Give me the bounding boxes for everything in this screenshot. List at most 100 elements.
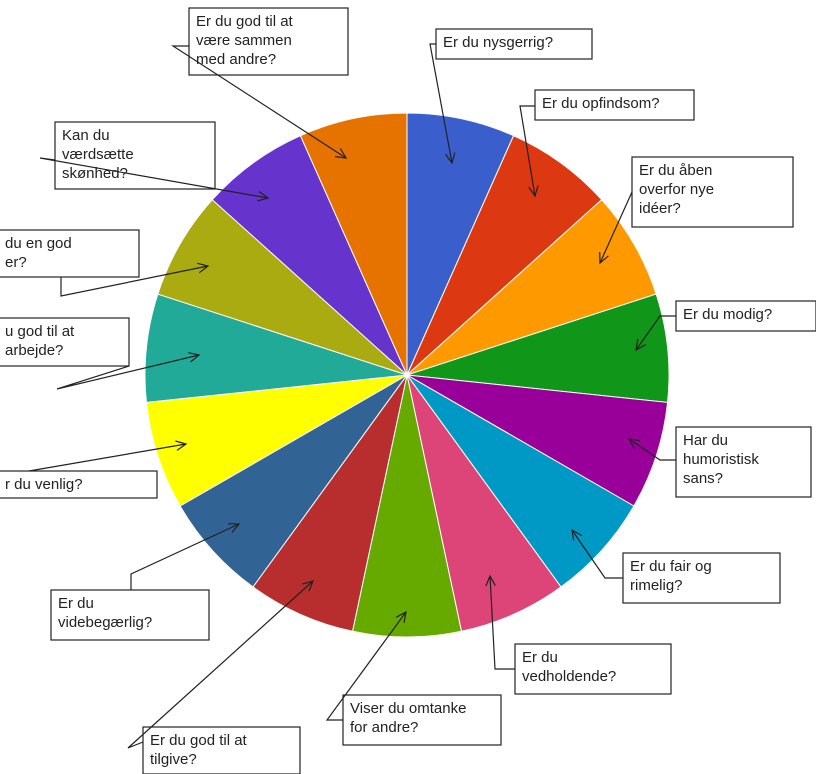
arrowhead-icon (302, 580, 315, 592)
pie-slice-4 (406, 293, 670, 403)
arrowhead-icon (197, 262, 210, 274)
callout-label: Har du (683, 432, 728, 449)
leader-line (127, 580, 314, 749)
leader-line (489, 575, 515, 670)
callout-box (631, 156, 794, 228)
callout-label: Er du åben (639, 162, 712, 179)
leader-line (28, 443, 187, 472)
pie-slice-6 (406, 374, 635, 588)
arrowhead-icon (635, 339, 646, 352)
leader-line (39, 157, 269, 199)
arrowhead-icon (445, 152, 456, 165)
callout-label: r du venlig? (5, 476, 83, 493)
callout-label: du en god (5, 235, 72, 252)
callout-9: Er du god til at tilgive? (127, 580, 315, 774)
callout-13: du en god er? (0, 229, 210, 297)
callout-label: idéer? (639, 200, 681, 217)
leader-line (599, 191, 633, 264)
leader-line (325, 611, 407, 721)
arrowhead-icon (257, 191, 270, 202)
callout-12: u god til at arbejde? (0, 317, 201, 390)
callout-label: Viser du omtanke (350, 700, 466, 717)
pie-slice-12 (144, 293, 408, 403)
callout-label: skønhed? (62, 165, 128, 182)
pie-slice-2 (406, 134, 603, 376)
pie-slice-5 (406, 374, 669, 507)
callout-box (188, 7, 349, 76)
callout-11: r du venlig? (0, 440, 188, 499)
callout-3: Er du åben overfor nye idéer? (599, 156, 794, 265)
callout-label: rimelig? (630, 577, 683, 594)
callout-box (54, 121, 216, 190)
leader-line (56, 354, 200, 390)
arrowhead-icon (335, 148, 348, 159)
callout-2: Er du opfindsom? (519, 89, 695, 198)
callout-box (342, 694, 502, 746)
leader-line (130, 523, 240, 590)
callout-label: Er du nysgerrig? (443, 34, 553, 51)
callout-6: Er du fair og rimelig? (571, 528, 781, 604)
pie-slice-7 (406, 374, 562, 632)
callout-box (675, 300, 816, 332)
callout-box (0, 470, 158, 499)
pie-slice-8 (351, 374, 463, 638)
callout-5: Har du humoristisk sans? (627, 426, 812, 498)
callout-box (0, 229, 140, 278)
pie-slices (144, 112, 670, 638)
leader-line (571, 529, 623, 579)
pie-slice-3 (406, 198, 657, 376)
callout-label: Er du god til at (150, 732, 248, 749)
callout-label: sans? (683, 470, 723, 487)
callout-7: Er du vedholdende? (485, 574, 672, 695)
leader-line (170, 45, 347, 159)
callout-label: Er du modig? (683, 306, 772, 323)
leader-line (519, 105, 536, 197)
pie-slice-14 (211, 134, 408, 376)
callout-label: videbegærlig? (58, 614, 152, 631)
arrowhead-icon (627, 438, 640, 449)
callouts: Er du nysgerrig? Er du opfindsom? Er du åb… (0, 7, 816, 774)
callout-label: værdsætte (62, 146, 134, 163)
callout-box (50, 589, 210, 641)
arrowhead-icon (227, 523, 241, 533)
callout-10: Er du videbegærlig? (50, 523, 241, 641)
leader-line (60, 265, 209, 297)
callout-8: Viser du omtanke for andre? (325, 610, 502, 746)
arrowhead-icon (175, 440, 188, 451)
leader-line (635, 315, 676, 351)
pie-slice-15 (299, 112, 408, 376)
arrowhead-icon (528, 185, 539, 198)
pie-slice-10 (179, 374, 408, 588)
callout-label: Er du (58, 595, 94, 612)
pie-slice-11 (145, 374, 408, 507)
callout-box (534, 89, 695, 121)
pie-slice-9 (252, 374, 408, 632)
callout-label: humoristisk (683, 451, 759, 468)
callout-label: vedholdende? (522, 668, 616, 685)
arrowhead-icon (485, 574, 496, 587)
callout-box (142, 726, 301, 774)
callout-label: Er du opfindsom? (542, 95, 660, 112)
callout-box (514, 643, 672, 695)
callout-box (435, 28, 593, 60)
callout-label: arbejde? (5, 342, 63, 359)
pie-slice-13 (157, 198, 408, 376)
callout-label: være sammen (196, 32, 292, 49)
pie-slice-1 (406, 112, 515, 376)
callout-label: Er du god til at (196, 13, 294, 30)
callout-box (622, 552, 781, 604)
callout-label: tilgive? (150, 751, 197, 768)
arrowhead-icon (571, 528, 582, 541)
callout-label: er? (5, 254, 27, 271)
leader-line (429, 43, 453, 164)
callout-label: Er du (522, 649, 558, 666)
callout-label: Er du fair og (630, 558, 712, 575)
callout-label: for andre? (350, 719, 418, 736)
callout-label: u god til at (5, 323, 75, 340)
callout-box (0, 317, 130, 367)
arrowhead-icon (188, 352, 201, 363)
callout-4: Er du modig? (635, 300, 816, 352)
leader-line (628, 438, 676, 461)
callout-box (675, 426, 812, 498)
